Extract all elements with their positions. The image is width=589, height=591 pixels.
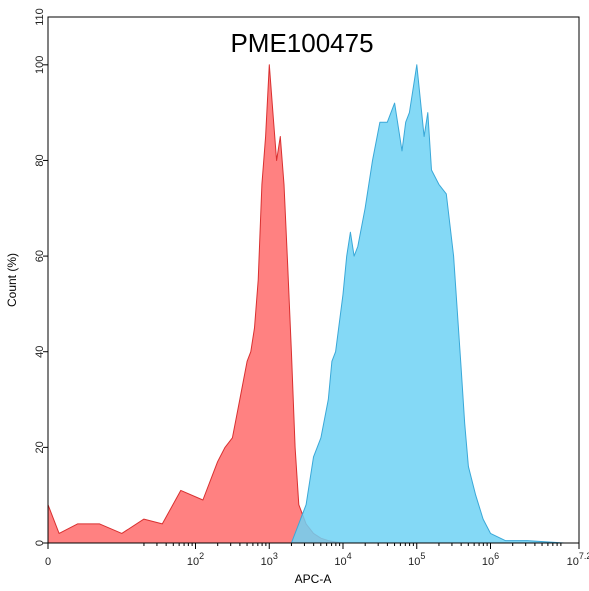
x-tick-label: 102 (187, 551, 204, 568)
y-tick-label: 80 (34, 154, 46, 166)
y-tick-label: 100 (34, 56, 46, 74)
y-axis-ticks: 0 20 40 60 80 100 110 (34, 8, 48, 546)
x-axis-label: APC-A (295, 572, 332, 586)
series-area-2 (290, 64, 565, 544)
y-tick-label: 40 (34, 346, 46, 358)
chart-title: PME100475 (230, 28, 373, 58)
x-tick-label: 106 (482, 551, 499, 568)
x-tick-label: 0 (45, 556, 51, 568)
y-axis-label: Count (%) (5, 253, 19, 307)
y-tick-label: 110 (34, 8, 46, 26)
y-tick-label: 0 (34, 540, 46, 546)
series-area-1 (47, 64, 344, 544)
x-tick-label: 107.2 (567, 551, 589, 568)
series-layer (47, 64, 565, 544)
x-axis-ticks: 0 102 103 104 105 106 107.2 (45, 543, 589, 568)
y-tick-label: 20 (34, 441, 46, 453)
x-tick-label: 104 (334, 551, 351, 568)
x-tick-label: 103 (261, 551, 278, 568)
y-tick-label: 60 (34, 250, 46, 262)
x-tick-label: 105 (408, 551, 425, 568)
